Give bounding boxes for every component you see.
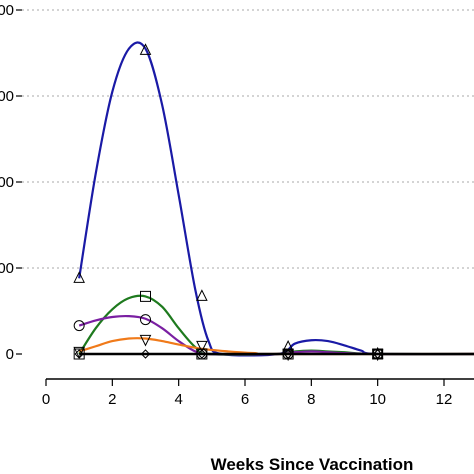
marker-circle	[73, 320, 85, 332]
marker-triangle-up	[73, 271, 85, 283]
marker-diamond	[283, 349, 293, 359]
marker-circle	[140, 314, 151, 326]
marker-diamond	[197, 349, 207, 359]
marker-triangle-up	[282, 340, 294, 352]
x-tick-label: 6	[241, 391, 249, 408]
series-line	[78, 294, 474, 356]
series-line	[78, 337, 474, 356]
x-tick-label: 4	[174, 391, 182, 408]
marker-square	[140, 290, 151, 302]
marker-triangle-up	[196, 289, 208, 301]
marker-triangle-down	[196, 340, 208, 353]
series-line	[78, 314, 474, 356]
marker-triangle-up	[139, 43, 152, 55]
marker-circle	[196, 348, 208, 360]
marker-square	[73, 348, 85, 360]
grid-lines	[22, 9, 474, 269]
marker-diamond	[372, 349, 383, 359]
series-line	[78, 41, 474, 357]
y-tick-label: 00	[0, 88, 14, 105]
marker-triangle-down	[139, 334, 152, 347]
x-tick-label: 2	[108, 391, 116, 408]
series-lines	[78, 41, 474, 357]
y-tick-label: 00	[0, 174, 14, 191]
y-tick-label: 00	[0, 2, 14, 19]
y-tick-label: 00	[0, 260, 14, 277]
x-tick-label: 8	[307, 391, 315, 408]
x-tick-label: 0	[42, 391, 50, 408]
x-tick-label: 12	[436, 391, 453, 408]
y-tick-label: 0	[6, 346, 14, 363]
x-axis-title: Weeks Since Vaccination	[211, 455, 414, 474]
series-markers	[73, 43, 384, 362]
marker-diamond	[74, 349, 84, 359]
marker-diamond	[140, 349, 151, 359]
x-tick-label: 10	[369, 391, 386, 408]
